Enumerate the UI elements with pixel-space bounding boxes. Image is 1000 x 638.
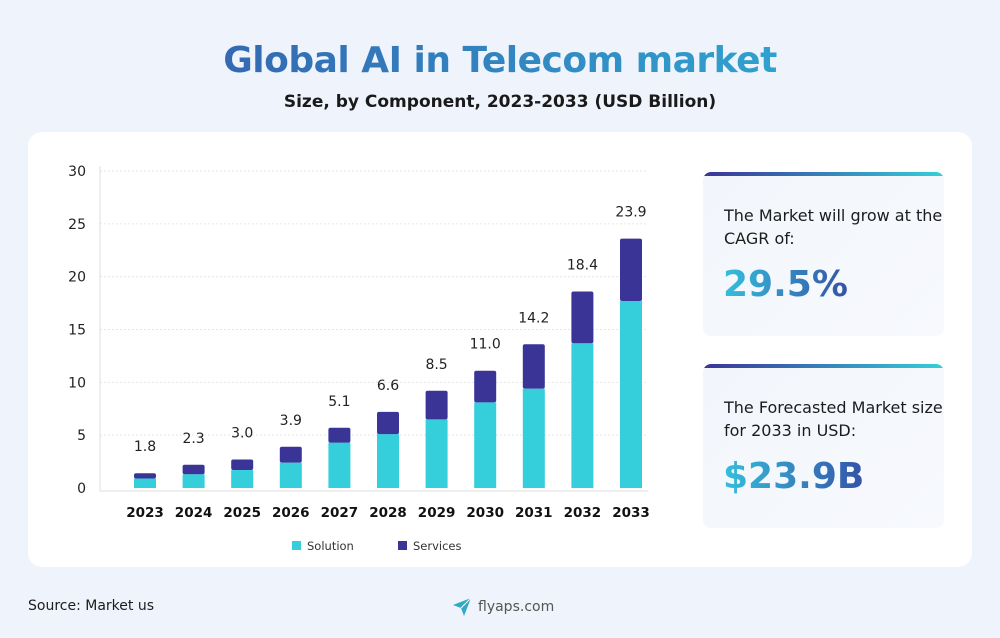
data-label: 1.8 bbox=[134, 439, 156, 455]
card-accent-bar bbox=[703, 172, 944, 176]
bar-services bbox=[279, 446, 302, 463]
bar-services bbox=[425, 390, 448, 420]
bar-solution bbox=[134, 478, 156, 488]
data-label: 2.3 bbox=[182, 431, 204, 447]
y-tick-label: 5 bbox=[77, 428, 86, 444]
bar-solution bbox=[328, 442, 351, 488]
cagr-value: 29.5% bbox=[723, 264, 848, 305]
cagr-card: The Market will grow at the CAGR of: 29.… bbox=[703, 172, 944, 336]
y-tick-label: 15 bbox=[68, 323, 86, 339]
x-tick-label: 2033 bbox=[612, 505, 650, 521]
bar-services bbox=[571, 291, 594, 344]
bar-services bbox=[328, 427, 351, 443]
y-tick-label: 10 bbox=[68, 375, 86, 391]
x-tick-label: 2023 bbox=[126, 505, 164, 521]
x-tick-label: 2028 bbox=[369, 505, 407, 521]
y-tick-label: 0 bbox=[77, 481, 86, 497]
x-tick-label: 2025 bbox=[223, 505, 261, 521]
data-label: 14.2 bbox=[518, 310, 549, 326]
data-label: 5.1 bbox=[328, 394, 350, 410]
y-tick-label: 20 bbox=[68, 270, 86, 286]
bar-solution bbox=[571, 343, 594, 488]
bar-services bbox=[474, 370, 497, 403]
x-tick-label: 2027 bbox=[321, 505, 359, 521]
bar-services bbox=[620, 238, 642, 301]
x-tick-label: 2029 bbox=[418, 505, 456, 521]
forecast-card: The Forecasted Market size for 2033 in U… bbox=[703, 364, 944, 528]
bar-solution bbox=[231, 470, 254, 488]
card-accent-bar bbox=[703, 364, 944, 368]
x-tick-label: 2030 bbox=[466, 505, 504, 521]
x-tick-label: 2032 bbox=[564, 505, 602, 521]
bar-solution bbox=[620, 300, 642, 488]
bar-solution bbox=[474, 402, 497, 488]
source-note: Source: Market us bbox=[28, 598, 154, 614]
cagr-label: The Market will grow at the CAGR of: bbox=[724, 206, 943, 248]
bar-solution bbox=[279, 462, 302, 488]
brand[interactable]: flyaps.com bbox=[452, 597, 554, 617]
bar-services bbox=[182, 464, 205, 475]
paper-plane-icon bbox=[453, 597, 472, 616]
legend-swatch-solution bbox=[292, 541, 301, 550]
legend-label: Services bbox=[413, 539, 462, 553]
legend-label: Solution bbox=[307, 539, 354, 553]
chart-title: Global AI in Telecom market bbox=[0, 40, 1000, 81]
chart-subtitle: Size, by Component, 2023-2033 (USD Billi… bbox=[283, 92, 717, 112]
bar-services bbox=[377, 411, 399, 435]
data-label: 8.5 bbox=[425, 357, 447, 373]
brand-name: flyaps.com bbox=[478, 599, 555, 615]
data-label: 3.9 bbox=[280, 413, 302, 429]
data-label: 3.0 bbox=[231, 425, 253, 441]
x-tick-label: 2026 bbox=[272, 505, 310, 521]
bar-solution bbox=[425, 419, 448, 488]
bar-solution bbox=[182, 474, 205, 488]
forecast-label: The Forecasted Market size for 2033 in U… bbox=[724, 398, 943, 440]
x-tick-label: 2024 bbox=[175, 505, 213, 521]
y-tick-label: 30 bbox=[68, 164, 86, 180]
forecast-value: $23.9B bbox=[723, 456, 865, 497]
data-label: 11.0 bbox=[470, 337, 501, 353]
bar-solution bbox=[377, 434, 399, 488]
bar-services bbox=[522, 344, 545, 389]
bar-solution bbox=[522, 388, 545, 488]
y-tick-label: 25 bbox=[68, 217, 86, 233]
bar-services bbox=[134, 473, 156, 479]
bar-services bbox=[231, 459, 254, 471]
data-label: 6.6 bbox=[377, 378, 399, 394]
x-tick-label: 2031 bbox=[515, 505, 553, 521]
data-label: 18.4 bbox=[567, 257, 598, 273]
legend-swatch-services bbox=[398, 541, 407, 550]
data-label: 23.9 bbox=[615, 205, 646, 221]
